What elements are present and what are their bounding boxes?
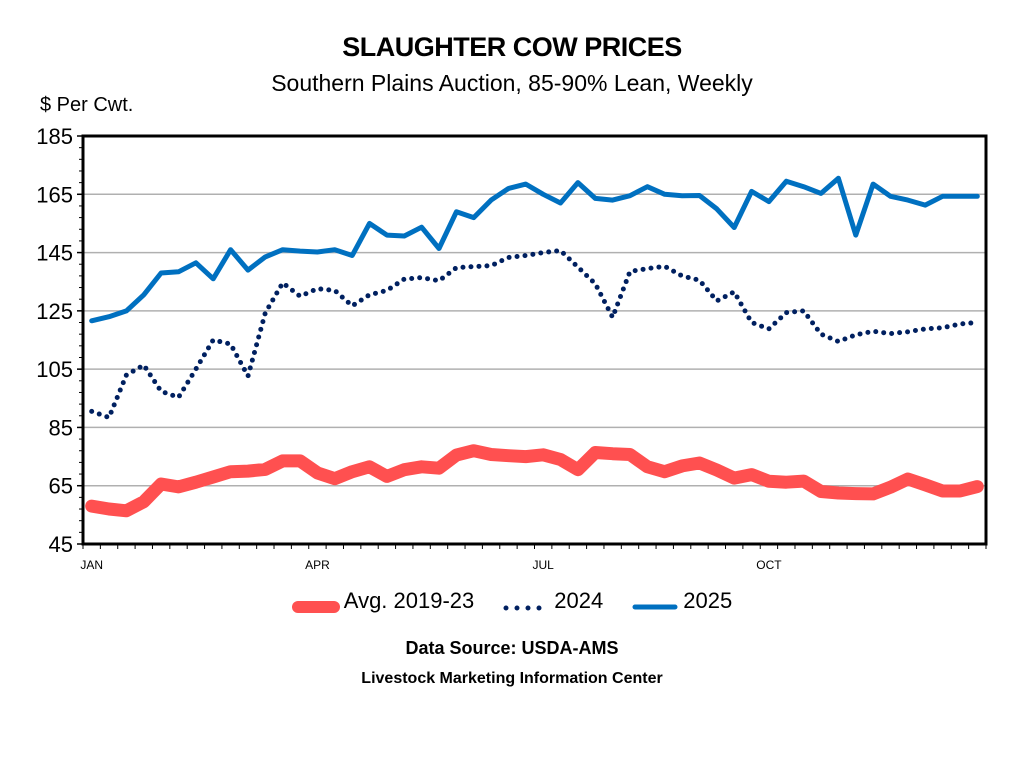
y-tick-label: 45 (49, 532, 73, 557)
legend: Avg. 2019-23 2024 2025 (0, 588, 1024, 614)
x-axis-ticks: JAN APR JUL OCT (80, 544, 987, 572)
y-tick-label: 65 (49, 474, 73, 499)
legend-swatch-2025 (631, 594, 679, 610)
y-tick-label: 125 (36, 299, 73, 324)
y-tick-label: 145 (36, 241, 73, 266)
data-source: Data Source: USDA-AMS (405, 638, 619, 658)
x-tick-label: JAN (80, 558, 103, 572)
series-line-avg-2019-23 (85, 444, 984, 518)
legend-label-2025: 2025 (683, 588, 733, 613)
series-line-2025 (89, 175, 980, 324)
x-tick-label: APR (305, 558, 330, 572)
legend-label-2024: 2024 (554, 588, 604, 613)
grid-lines (83, 193, 986, 487)
series-line-2024 (89, 248, 980, 420)
legend-swatch-avg (291, 594, 340, 613)
chart-title: SLAUGHTER COW PRICES (342, 32, 682, 62)
y-tick-label: 165 (36, 182, 73, 207)
legend-label-avg: Avg. 2019-23 (343, 588, 475, 613)
y-axis-label: $ Per Cwt. (40, 94, 134, 116)
legend-item-2025: 2025 (631, 588, 732, 614)
series-lines (85, 175, 984, 518)
y-tick-label: 85 (49, 415, 73, 440)
x-tick-label: OCT (756, 558, 782, 572)
organization: Livestock Marketing Information Center (361, 670, 663, 687)
legend-item-2024: 2024 (502, 588, 603, 614)
legend-item-avg: Avg. 2019-23 (291, 588, 475, 614)
chart-subtitle: Southern Plains Auction, 85-90% Lean, We… (271, 70, 753, 96)
y-tick-label: 185 (36, 124, 73, 149)
legend-swatch-2024 (502, 594, 551, 611)
y-tick-label: 105 (36, 357, 73, 382)
y-axis-ticks: 45 65 85 105 125 145 165 185 (36, 124, 83, 557)
x-tick-label: JUL (533, 558, 555, 572)
